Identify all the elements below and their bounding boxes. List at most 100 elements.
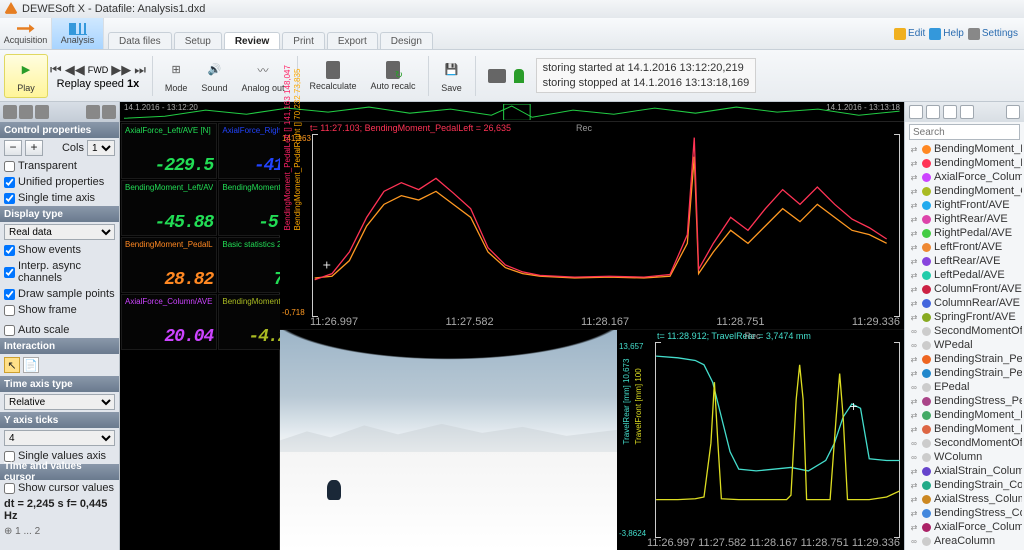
- chk-singlevals[interactable]: [4, 451, 15, 462]
- back-icon[interactable]: ◀◀: [65, 62, 85, 78]
- channel-item[interactable]: ⇄BendingMoment_PedalR...: [907, 422, 1022, 436]
- analysis-icon: [69, 23, 87, 35]
- right-panel: ⇄BendingMoment_Pedal...⇄BendingMoment_Pe…: [904, 102, 1024, 550]
- titlebar: DEWESoft X - Datafile: Analysis1.dxd: [0, 0, 1024, 18]
- value-cell[interactable]: AxialForce_Column/AVE20.04: [121, 294, 217, 350]
- timeline[interactable]: 14.1.2016 - 13:12:20 14.1.2016 - 13:13:1…: [120, 102, 904, 122]
- save-icon: 💾: [441, 59, 463, 81]
- link-help[interactable]: Help: [929, 28, 964, 40]
- chk-unified[interactable]: [4, 177, 15, 188]
- chk-autoscale[interactable]: [4, 325, 15, 336]
- channel-item[interactable]: ⇄LeftRear/AVE: [907, 254, 1022, 268]
- hdr-yticks: Y axis ticks: [0, 412, 119, 428]
- toolbar: ▶ Play ⏮ ◀◀ FWD ▶▶ ⏭ Replay speed 1x ⊞Mo…: [0, 50, 1024, 102]
- channel-item[interactable]: ⇄ColumnRear/AVE: [907, 296, 1022, 310]
- channel-item[interactable]: ∞SecondMomentOfAreaP...: [907, 324, 1022, 338]
- channel-item[interactable]: ∞EPedal: [907, 380, 1022, 394]
- channel-item[interactable]: ∞SecondMomentOfAreaC...: [907, 436, 1022, 450]
- channel-item[interactable]: ⇄RightPedal/AVE: [907, 226, 1022, 240]
- channel-item[interactable]: ⇄AxialForce_Column/AVE: [907, 170, 1022, 184]
- channel-item[interactable]: ⇄BendingMoment_PedalL...: [907, 408, 1022, 422]
- timeaxis-select[interactable]: Relative: [4, 394, 115, 410]
- chk-transparent[interactable]: [4, 161, 15, 172]
- replay-speed[interactable]: ⏮ ◀◀ FWD ▶▶ ⏭ Replay speed 1x: [50, 62, 146, 90]
- channel-item[interactable]: ⇄BendingStrain_PedalLeft: [907, 352, 1022, 366]
- tab-datafiles[interactable]: Data files: [108, 32, 172, 49]
- channel-item[interactable]: ⇄BendingMoment_Colum...: [907, 184, 1022, 198]
- channel-list[interactable]: ⇄BendingMoment_Pedal...⇄BendingMoment_Pe…: [905, 142, 1024, 550]
- chk-singletime[interactable]: [4, 193, 15, 204]
- rewind-icon[interactable]: ⏮: [50, 62, 62, 78]
- mode-button[interactable]: ⊞Mode: [159, 57, 194, 95]
- channel-item[interactable]: ⇄LeftPedal/AVE: [907, 268, 1022, 282]
- value-cell[interactable]: BendingMoment_Left/AV-45.88: [121, 180, 217, 236]
- channel-item[interactable]: ⇄BendingStress_PedalLeft: [907, 394, 1022, 408]
- yticks-select[interactable]: 4: [4, 430, 115, 446]
- display-select[interactable]: Real data: [4, 224, 115, 240]
- mic-icon[interactable]: [514, 69, 524, 83]
- app-title: DEWESoft X - Datafile: Analysis1.dxd: [22, 3, 205, 15]
- channel-item[interactable]: ⇄AxialForce_Column: [907, 520, 1022, 534]
- channel-item[interactable]: ⇄AxialStress_Column: [907, 492, 1022, 506]
- chk-frame[interactable]: [4, 305, 15, 316]
- chk-showcursor[interactable]: [4, 483, 15, 494]
- value-cell[interactable]: AxialForce_Left/AVE [N]-229.5: [121, 123, 217, 179]
- link-settings[interactable]: Settings: [968, 28, 1018, 40]
- lp-icons[interactable]: [0, 102, 119, 122]
- channel-item[interactable]: ⇄RightFront/AVE: [907, 198, 1022, 212]
- play-button[interactable]: ▶ Play: [4, 54, 48, 98]
- link-edit[interactable]: Edit: [894, 28, 925, 40]
- channel-item[interactable]: ⇄ColumnFront/AVE: [907, 282, 1022, 296]
- channel-item[interactable]: ⇄AxialStrain_Column: [907, 464, 1022, 478]
- channel-item[interactable]: ⇄LeftFront/AVE: [907, 240, 1022, 254]
- channel-item[interactable]: ⇄BendingMoment_Pedal...: [907, 142, 1022, 156]
- sound-button[interactable]: 🔊Sound: [195, 57, 233, 95]
- message-box: storing started at 14.1.2016 13:12:20,21…: [536, 58, 757, 93]
- recalc-button[interactable]: Recalculate: [304, 59, 363, 93]
- channel-item[interactable]: ⇄SpringFront/AVE: [907, 310, 1022, 324]
- chart-bending[interactable]: t= 11:27.103; BendingMoment_PedalLeft = …: [280, 122, 904, 330]
- plus-button[interactable]: +: [25, 140, 43, 156]
- workarea: 14.1.2016 - 13:12:20 14.1.2016 - 13:13:1…: [120, 102, 904, 550]
- channel-item[interactable]: ∞WColumn: [907, 450, 1022, 464]
- rp-toolbar[interactable]: [905, 102, 1024, 122]
- tab-export[interactable]: Export: [327, 32, 378, 49]
- minus-button[interactable]: −: [4, 140, 22, 156]
- channel-item[interactable]: ⇄BendingStrain_Column: [907, 478, 1022, 492]
- mode-acquisition[interactable]: Acquisition: [0, 18, 52, 49]
- save-button[interactable]: 💾Save: [435, 57, 469, 95]
- pointer-tool[interactable]: ↖: [4, 357, 20, 373]
- channel-item[interactable]: ∞WPedal: [907, 338, 1022, 352]
- tab-review[interactable]: Review: [224, 32, 280, 49]
- note-tool[interactable]: 📄: [23, 357, 39, 373]
- autorecalc-button[interactable]: ↻Auto recalc: [365, 59, 422, 93]
- hdr-display: Display type: [0, 206, 119, 222]
- fwd-icon[interactable]: ▶▶: [111, 62, 131, 78]
- chk-interp[interactable]: [4, 267, 15, 278]
- xticks2: 11:26.99711:27.58211:28.16711:28.75111:2…: [647, 537, 900, 549]
- camera-icon[interactable]: [488, 69, 506, 83]
- channel-item[interactable]: ⇄RightRear/AVE: [907, 212, 1022, 226]
- chk-drawsamples[interactable]: [4, 289, 15, 300]
- search-input[interactable]: [909, 124, 1020, 140]
- chart-travel[interactable]: t= 11:28.912; TravelRear = 3,7474 mm Rec…: [617, 330, 904, 550]
- channel-item[interactable]: ⇄BendingStress_Column: [907, 506, 1022, 520]
- tabs: Data filesSetupReviewPrintExportDesign: [104, 18, 433, 49]
- hdr-control: Control properties: [0, 122, 119, 138]
- play-icon: ▶: [15, 59, 37, 81]
- channel-item[interactable]: ∞AreaColumn: [907, 534, 1022, 548]
- calc-icon: [326, 61, 340, 79]
- tab-design[interactable]: Design: [380, 32, 433, 49]
- mode-analysis[interactable]: Analysis: [52, 18, 104, 49]
- chk-events[interactable]: [4, 245, 15, 256]
- value-grid: AxialForce_Left/AVE [N]-229.5 AxialForce_…: [120, 122, 280, 550]
- channel-item[interactable]: ⇄BendingStrain_PedalRight: [907, 366, 1022, 380]
- end-icon[interactable]: ⏭: [134, 62, 146, 78]
- channel-item[interactable]: ⇄BendingMoment_Pedal...: [907, 156, 1022, 170]
- tab-setup[interactable]: Setup: [174, 32, 222, 49]
- video-panel[interactable]: [280, 330, 617, 550]
- cols-select[interactable]: 1: [87, 140, 115, 156]
- autocalc-icon: ↻: [386, 61, 400, 79]
- value-cell[interactable]: BendingMoment_PedalL28.82: [121, 237, 217, 293]
- tab-print[interactable]: Print: [282, 32, 325, 49]
